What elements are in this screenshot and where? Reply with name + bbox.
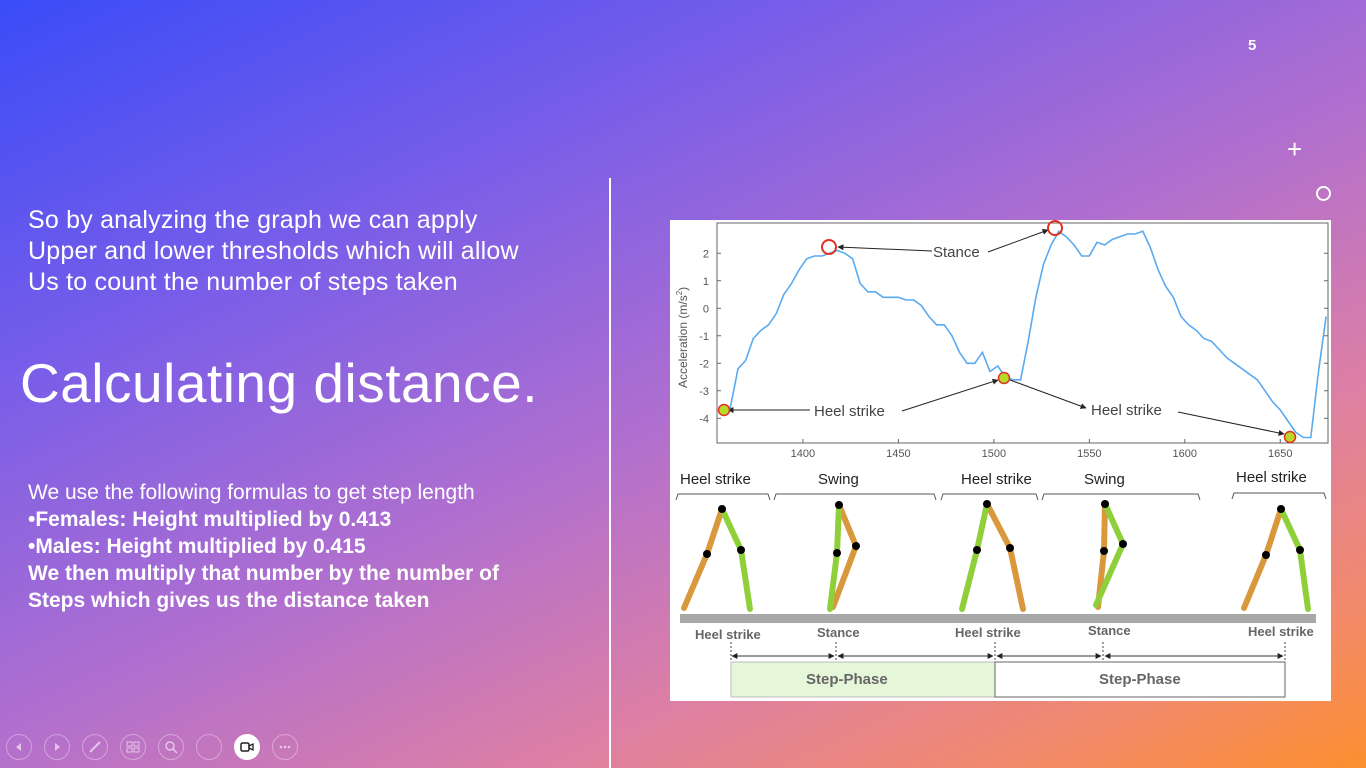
heel-strike-arrow bbox=[901, 378, 999, 412]
stance-arrow bbox=[837, 244, 933, 252]
gait-top-label: Heel strike bbox=[680, 471, 751, 488]
stance-marker bbox=[1047, 220, 1063, 236]
gait-bottom-label: Stance bbox=[817, 625, 860, 640]
pointer-button[interactable] bbox=[196, 734, 222, 760]
vertical-divider bbox=[609, 178, 611, 768]
formula-text: We use the following formulas to get ste… bbox=[28, 479, 499, 614]
formula-line: We then multiply that number by the numb… bbox=[28, 562, 499, 585]
formula-line: •Females: Height multiplied by 0.413 bbox=[28, 508, 392, 531]
intro-line: So by analyzing the graph we can apply bbox=[28, 206, 478, 234]
gait-top-label: Heel strike bbox=[1236, 469, 1307, 486]
heel-strike-arrow bbox=[1177, 411, 1285, 436]
see-all-slides-button[interactable] bbox=[120, 734, 146, 760]
zoom-button[interactable] bbox=[158, 734, 184, 760]
gait-bottom-label: Heel strike bbox=[955, 625, 1021, 640]
slide-number: 5 bbox=[1248, 37, 1257, 54]
pen-icon bbox=[89, 741, 101, 753]
y-axis-label: Acceleration (m/s2) bbox=[675, 287, 690, 388]
next-button[interactable] bbox=[44, 734, 70, 760]
formula-line: •Males: Height multiplied by 0.415 bbox=[28, 535, 366, 558]
slides-icon bbox=[126, 741, 140, 753]
gait-bottom-label: Heel strike bbox=[1248, 624, 1314, 639]
formula-intro: We use the following formulas to get ste… bbox=[28, 481, 475, 504]
step-phase-box bbox=[994, 661, 1286, 698]
more-icon bbox=[279, 745, 291, 749]
y-tick-label: -3 bbox=[699, 386, 709, 398]
stance-marker bbox=[821, 239, 837, 255]
x-tick-label: 1500 bbox=[982, 448, 1006, 460]
y-tick-label: 0 bbox=[703, 303, 709, 315]
y-tick-label: 2 bbox=[703, 248, 709, 260]
heel-strike-arrow bbox=[1009, 379, 1087, 409]
phase-bracket bbox=[1041, 493, 1201, 501]
heel-strike-marker bbox=[997, 371, 1011, 385]
more-options-button[interactable] bbox=[272, 734, 298, 760]
slide-heading: Calculating distance. bbox=[20, 352, 539, 414]
acceleration-line bbox=[722, 230, 1327, 439]
circle-decoration bbox=[1316, 186, 1331, 201]
x-tick-label: 1600 bbox=[1173, 448, 1197, 460]
gait-top-label: Swing bbox=[818, 471, 859, 488]
y-tick-label: -2 bbox=[699, 358, 709, 370]
step-phase-label: Step-Phase bbox=[1099, 671, 1181, 688]
leg-figure-heel-strike bbox=[681, 505, 753, 612]
y-axis-ticks: 2 1 0 -1 -2 -3 -4 bbox=[699, 248, 1328, 425]
gait-top-label: Swing bbox=[1084, 471, 1125, 488]
ground-bar bbox=[680, 614, 1316, 623]
heel-strike-annotation: Heel strike bbox=[1091, 402, 1162, 419]
leg-figure-heel-strike bbox=[959, 500, 1026, 612]
x-tick-label: 1450 bbox=[886, 448, 910, 460]
phase-bracket bbox=[675, 493, 771, 501]
camera-icon bbox=[240, 742, 254, 752]
x-tick-label: 1400 bbox=[791, 448, 815, 460]
leg-figure-swing bbox=[827, 501, 860, 612]
heel-strike-annotation: Heel strike bbox=[814, 403, 885, 420]
gait-bottom-label: Stance bbox=[1088, 623, 1131, 638]
plot-frame bbox=[716, 222, 1329, 444]
phase-bracket bbox=[1231, 492, 1327, 500]
intro-line: Upper and lower thresholds which will al… bbox=[28, 237, 519, 265]
intro-line: Us to count the number of steps taken bbox=[28, 268, 458, 296]
step-phase-label: Step-Phase bbox=[806, 671, 888, 688]
zoom-icon bbox=[165, 741, 178, 754]
x-tick-label: 1650 bbox=[1268, 448, 1292, 460]
previous-icon bbox=[16, 743, 21, 751]
phase-bracket bbox=[940, 493, 1039, 501]
camera-button[interactable] bbox=[234, 734, 260, 760]
leg-figure-heel-strike bbox=[1241, 505, 1311, 612]
gait-bottom-label: Heel strike bbox=[695, 627, 761, 642]
previous-button[interactable] bbox=[6, 734, 32, 760]
phase-bracket bbox=[773, 493, 937, 501]
stance-arrow bbox=[987, 229, 1049, 253]
pen-button[interactable] bbox=[82, 734, 108, 760]
x-axis-ticks: 1400 1450 1500 1550 1600 1650 bbox=[791, 439, 1293, 460]
formula-line: Steps which gives us the distance taken bbox=[28, 589, 430, 612]
plus-decoration: + bbox=[1287, 134, 1303, 164]
next-icon bbox=[55, 743, 60, 751]
y-tick-label: -4 bbox=[699, 413, 709, 425]
heel-strike-marker bbox=[1283, 430, 1297, 444]
step-phase-box bbox=[730, 661, 996, 698]
intro-text: So by analyzing the graph we can apply U… bbox=[28, 205, 519, 298]
pointer-icon bbox=[202, 740, 216, 754]
y-tick-label: -1 bbox=[699, 331, 709, 343]
leg-figure-swing bbox=[1093, 500, 1127, 610]
gait-figure: 1400 1450 1500 1550 1600 1650 2 1 0 -1 -2 -3 -4 Acc… bbox=[670, 220, 1331, 701]
gait-top-label: Heel strike bbox=[961, 471, 1032, 488]
x-tick-label: 1550 bbox=[1077, 448, 1101, 460]
y-tick-label: 1 bbox=[703, 276, 709, 288]
heel-strike-marker bbox=[717, 403, 731, 417]
stance-annotation: Stance bbox=[933, 244, 980, 261]
